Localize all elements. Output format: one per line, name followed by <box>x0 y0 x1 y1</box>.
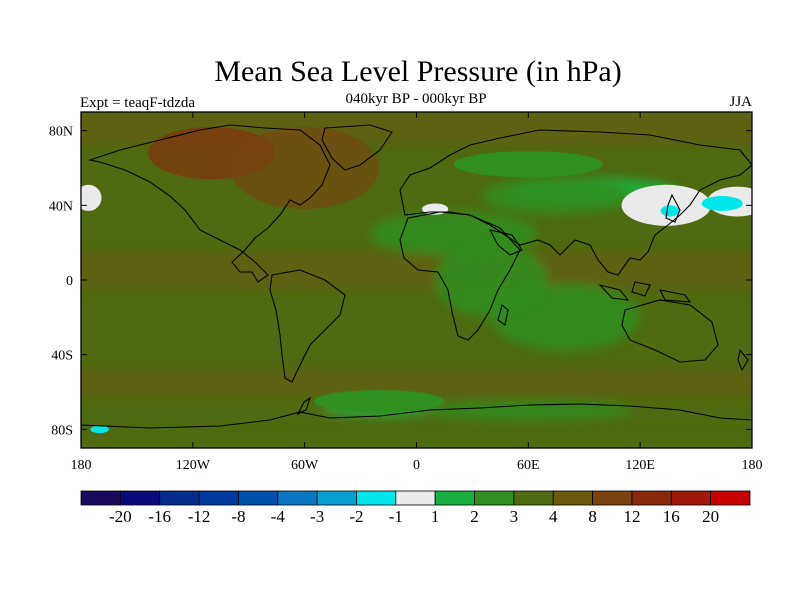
region-north-atlantic-high <box>230 126 380 210</box>
colorbar-label: 20 <box>702 507 719 526</box>
colorbar-box <box>395 490 436 506</box>
x-tick-label: 0 <box>413 458 420 473</box>
anomaly-patch-6 <box>425 401 631 420</box>
region-western-pacific-high <box>621 184 711 226</box>
colorbar-label: -8 <box>231 507 245 526</box>
region-southern-ocean <box>313 390 445 413</box>
y-tick-label: 40N <box>49 199 73 214</box>
zonal-band-1 <box>81 252 752 290</box>
colorbar-box <box>119 490 161 506</box>
colorbar-label: 1 <box>431 507 440 526</box>
colorbar-box <box>434 490 475 506</box>
colorbar-label: 2 <box>470 507 479 526</box>
colorbar-box <box>198 490 239 506</box>
colorbar-label: -12 <box>188 507 211 526</box>
x-tick-label: 180 <box>71 458 92 473</box>
chart-title: Mean Sea Level Pressure (in hPa) <box>214 55 621 88</box>
colorbar-box <box>670 490 712 506</box>
x-tick-label: 180 <box>742 458 763 473</box>
map-field <box>81 112 752 448</box>
colorbar-label: 3 <box>510 507 519 526</box>
x-tick-label: 120E <box>625 458 655 473</box>
coastlines <box>81 124 752 429</box>
colorbar-label: 16 <box>663 507 680 526</box>
colorbar-box <box>356 490 397 506</box>
colorbar <box>80 490 751 506</box>
x-tick-label: 120W <box>176 458 211 473</box>
colorbar-box <box>513 490 554 506</box>
colorbar-box <box>238 490 279 506</box>
y-tick-label: 80N <box>49 125 73 140</box>
region-eastern-north-pacific-high <box>81 184 102 211</box>
x-tick-label: 60E <box>517 458 540 473</box>
colorbar-label: 4 <box>549 507 558 526</box>
colorbar-box <box>277 490 318 506</box>
y-tick-label: 80S <box>51 423 73 438</box>
colorbar-box <box>159 490 200 506</box>
chart-subtitle: 040kyr BP - 000kyr BP <box>345 91 486 107</box>
colorbar-box <box>710 490 751 506</box>
y-axis: 80N 40N 0 40S 80S <box>49 125 752 438</box>
y-tick-label: 40S <box>51 349 73 364</box>
season-label: JJA <box>729 94 752 110</box>
colorbar-label: 8 <box>588 507 597 526</box>
region-japan-anomaly <box>660 205 680 217</box>
colorbar-label: -3 <box>310 507 324 526</box>
colorbar-box <box>631 490 672 506</box>
x-tick-label: 60W <box>291 458 319 473</box>
zonal-band-2 <box>81 369 752 396</box>
anomaly-patch-2 <box>481 177 631 215</box>
colorbar-box <box>592 490 633 506</box>
region-eurasia-low <box>453 151 603 178</box>
region-antarctic-coast <box>90 425 109 434</box>
x-axis: 180 120W 60W 0 60E 120E 180 <box>71 112 763 473</box>
colorbar-box <box>552 490 593 506</box>
y-tick-label: 0 <box>66 274 73 289</box>
colorbar-label: -4 <box>271 507 286 526</box>
colorbar-box <box>474 490 515 506</box>
colorbar-label: -1 <box>389 507 403 526</box>
colorbar-box <box>80 490 121 506</box>
colorbar-label: -20 <box>109 507 132 526</box>
experiment-label: Expt = teaqF-tdzda <box>80 95 195 111</box>
colorbar-box <box>316 490 357 506</box>
anomaly-patch-4 <box>491 283 641 351</box>
colorbar-label: -16 <box>148 507 171 526</box>
region-north-pacific-anomaly <box>701 196 743 211</box>
colorbar-label: 12 <box>623 507 640 526</box>
colorbar-label: -2 <box>349 507 363 526</box>
colorbar-labels: -20 -16 -12 -8 -4 -3 -2 -1 1 2 3 4 8 12 16 20 <box>109 507 719 526</box>
